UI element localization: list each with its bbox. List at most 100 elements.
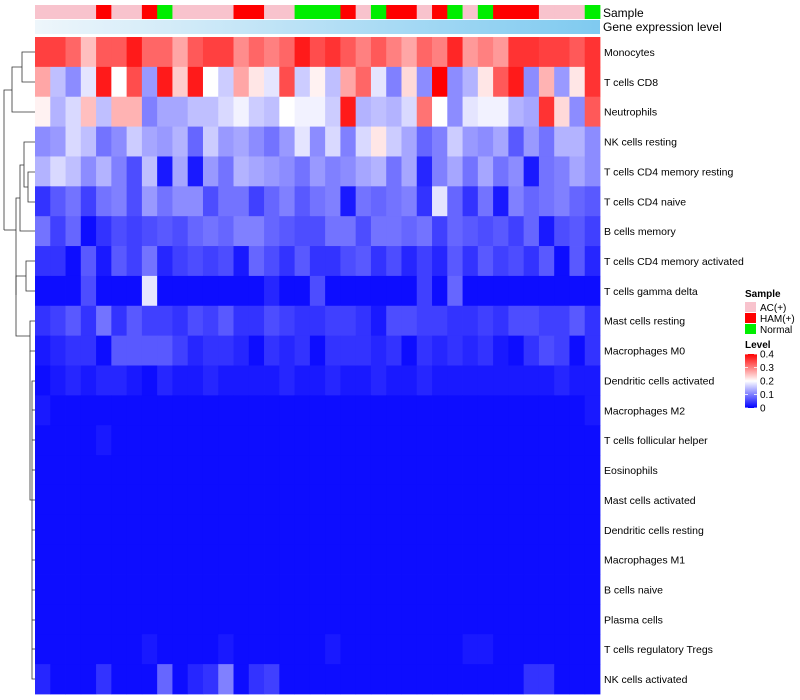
heatmap-cell (416, 335, 433, 366)
heatmap-cell (523, 186, 540, 217)
heatmap-cell (126, 365, 143, 396)
heatmap-cell (233, 96, 250, 127)
legend-swatch (745, 324, 756, 334)
heatmap-cell (386, 275, 402, 307)
heatmap-cell (309, 544, 326, 575)
row-label: B cells memory (604, 226, 677, 238)
heatmap-cell (279, 37, 295, 68)
gene-expression-annotation-track (35, 20, 600, 34)
heatmap-cell (187, 37, 204, 68)
heatmap-cell (279, 305, 295, 337)
heatmap-cell (187, 425, 204, 456)
heatmap-cell (111, 335, 128, 366)
heatmap-cell (416, 455, 433, 486)
sample-annotation-track (35, 5, 601, 19)
heatmap-cell (96, 604, 112, 635)
heatmap-cell (50, 275, 66, 307)
heatmap-cell (65, 186, 82, 217)
heatmap-cell (264, 395, 280, 426)
heatmap-cell (401, 186, 418, 217)
heatmap-cell (233, 664, 250, 695)
heatmap-cell (523, 455, 540, 486)
heatmap-cell (538, 156, 555, 187)
heatmap-cell (355, 365, 372, 396)
heatmap-cell (35, 37, 51, 68)
dendrogram-branch-mast (29, 320, 35, 352)
heatmap-cell (96, 664, 112, 695)
heatmap-cell (126, 216, 143, 247)
heatmap-cell (126, 335, 143, 366)
heatmap-cell (233, 335, 250, 366)
heatmap-cell (96, 365, 112, 396)
heatmap-cell (538, 37, 555, 68)
heatmap-cell (264, 664, 280, 695)
heatmap-cell (370, 246, 387, 277)
heatmap-cell (370, 544, 387, 575)
heatmap-cell (432, 455, 448, 486)
gene-expression-bar (35, 20, 600, 34)
heatmap-cell (279, 275, 295, 307)
heatmap-cell (447, 156, 463, 187)
heatmap-cell (65, 96, 82, 127)
heatmap-cell (538, 96, 555, 127)
heatmap-cell (401, 604, 418, 635)
heatmap-cell (355, 37, 372, 68)
heatmap-cell (508, 604, 525, 635)
heatmap-cell (50, 66, 66, 98)
heatmap-cell (233, 305, 250, 337)
heatmap-cell (309, 634, 326, 665)
heatmap-cell (416, 126, 433, 157)
heatmap-cell (65, 156, 82, 187)
heatmap-cell (157, 365, 173, 396)
sample-annotation-cell (401, 5, 418, 19)
heatmap-cell (294, 37, 311, 68)
heatmap-cell (264, 156, 280, 187)
heatmap-cell (370, 216, 387, 247)
heatmap-cell (416, 96, 433, 127)
heatmap-cell (508, 365, 525, 396)
heatmap-cell (264, 37, 280, 68)
heatmap-cell (248, 335, 265, 366)
heatmap-cell (355, 66, 372, 98)
heatmap-cell (584, 66, 601, 98)
heatmap-cell (202, 544, 219, 575)
heatmap-cell (248, 604, 265, 635)
heatmap-cell (50, 246, 66, 277)
heatmap-cell (80, 216, 97, 247)
heatmap-cell (248, 216, 265, 247)
heatmap-cell (141, 484, 158, 516)
heatmap-cell (141, 634, 158, 665)
heatmap-cell (96, 425, 112, 456)
row-label: NK cells activated (604, 674, 688, 686)
heatmap-cell (447, 574, 463, 605)
heatmap-cell (141, 186, 158, 217)
heatmap-cell (554, 126, 570, 157)
heatmap-cell (233, 365, 250, 396)
heatmap-cell (325, 66, 341, 98)
heatmap-cell (309, 604, 326, 635)
heatmap-cell (416, 574, 433, 605)
heatmap-cell (111, 156, 128, 187)
heatmap-cell (569, 455, 586, 486)
heatmap-cell (248, 275, 265, 307)
legend-sample-entries: AC(+)HAM(+)Normal (745, 302, 795, 336)
heatmap-cell (508, 96, 525, 127)
heatmap-cell (65, 365, 82, 396)
heatmap-cell (50, 425, 66, 456)
heatmap-cell (157, 246, 173, 277)
heatmap-cell (126, 126, 143, 157)
heatmap-cell (309, 664, 326, 695)
heatmap-cell (538, 126, 555, 157)
heatmap-cell (279, 664, 295, 695)
sample-annotation-cell (432, 5, 448, 19)
heatmap-cell (157, 216, 173, 247)
heatmap-cell (126, 186, 143, 217)
heatmap-cell (157, 335, 173, 366)
heatmap-cell (50, 574, 66, 605)
heatmap-cell (96, 484, 112, 516)
heatmap-cell (218, 544, 234, 575)
heatmap-cell (416, 156, 433, 187)
heatmap-cell (96, 544, 112, 575)
heatmap-cell (538, 395, 555, 426)
heatmap-cell (233, 275, 250, 307)
